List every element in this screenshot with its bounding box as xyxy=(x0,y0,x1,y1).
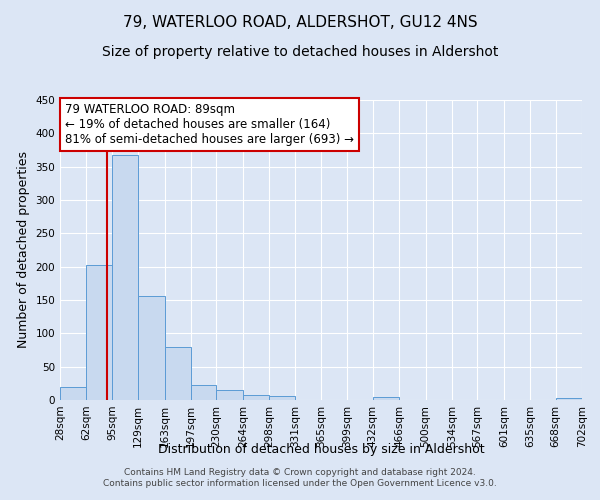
Bar xyxy=(86,266,112,400)
Text: Distribution of detached houses by size in Aldershot: Distribution of detached houses by size … xyxy=(158,442,484,456)
Text: Size of property relative to detached houses in Aldershot: Size of property relative to detached ho… xyxy=(102,45,498,59)
Bar xyxy=(164,348,191,400)
Bar xyxy=(60,386,86,400)
Bar xyxy=(138,296,164,400)
Text: Contains HM Land Registry data © Crown copyright and database right 2024.
Contai: Contains HM Land Registry data © Crown c… xyxy=(103,468,497,487)
Text: 79 WATERLOO ROAD: 89sqm
← 19% of detached houses are smaller (164)
81% of semi-d: 79 WATERLOO ROAD: 89sqm ← 19% of detache… xyxy=(65,103,354,146)
Bar xyxy=(269,396,295,400)
Bar xyxy=(217,390,243,400)
Bar xyxy=(191,386,217,400)
Text: 79, WATERLOO ROAD, ALDERSHOT, GU12 4NS: 79, WATERLOO ROAD, ALDERSHOT, GU12 4NS xyxy=(122,15,478,30)
Bar xyxy=(112,156,138,400)
Bar xyxy=(556,398,582,400)
Bar xyxy=(243,394,269,400)
Bar xyxy=(373,396,399,400)
Y-axis label: Number of detached properties: Number of detached properties xyxy=(17,152,30,348)
